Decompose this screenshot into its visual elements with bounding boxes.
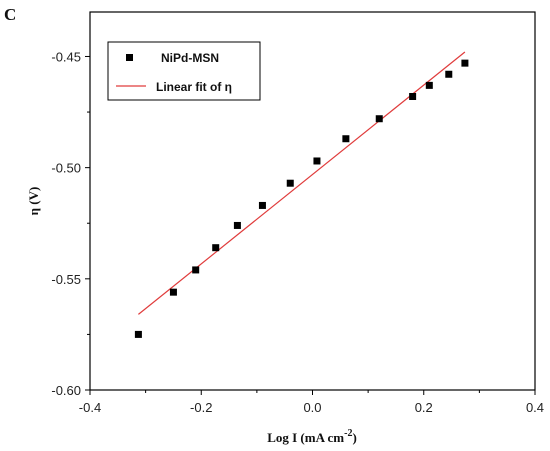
y-tick-label: -0.55 xyxy=(51,272,81,287)
data-point xyxy=(445,70,453,78)
data-point xyxy=(313,157,321,165)
legend: NiPd-MSN Linear fit of η xyxy=(107,41,261,101)
x-axis: -0.4 -0.2 0.0 0.2 0.4 xyxy=(79,390,544,415)
x-tick-label: -0.4 xyxy=(79,400,101,415)
y-tick-label: -0.60 xyxy=(51,383,81,398)
legend-label-fit: Linear fit of η xyxy=(156,80,232,94)
x-tick-label: 0.2 xyxy=(415,400,433,415)
y-axis-title: η (V) xyxy=(26,187,41,216)
data-point xyxy=(286,179,294,187)
panel-label: C xyxy=(4,5,16,24)
legend-box xyxy=(107,41,261,101)
x-axis-title-main: Log I (mA cm xyxy=(267,430,344,445)
x-axis-title-close: ) xyxy=(352,430,356,445)
data-point xyxy=(342,135,350,143)
y-tick-label: -0.45 xyxy=(51,49,81,64)
y-tick-label: -0.50 xyxy=(51,161,81,176)
data-point xyxy=(233,221,241,229)
data-point xyxy=(192,266,200,274)
data-point xyxy=(212,244,220,252)
x-axis-title: Log I (mA cm-2) xyxy=(267,428,357,445)
x-tick-label: -0.2 xyxy=(190,400,212,415)
data-point xyxy=(461,59,469,67)
y-axis: -0.60 -0.55 -0.50 -0.45 xyxy=(51,49,90,398)
points-layer xyxy=(134,59,469,338)
x-tick-label: 0.0 xyxy=(303,400,321,415)
legend-label-series: NiPd-MSN xyxy=(161,51,219,65)
legend-marker-square xyxy=(126,54,133,61)
data-point xyxy=(169,288,177,296)
data-point xyxy=(258,201,266,209)
x-axis-title-sup: -2 xyxy=(344,428,352,439)
data-point xyxy=(425,81,433,89)
data-point xyxy=(134,330,142,338)
x-tick-label: 0.4 xyxy=(526,400,544,415)
data-point xyxy=(375,115,383,123)
data-point xyxy=(409,92,417,100)
